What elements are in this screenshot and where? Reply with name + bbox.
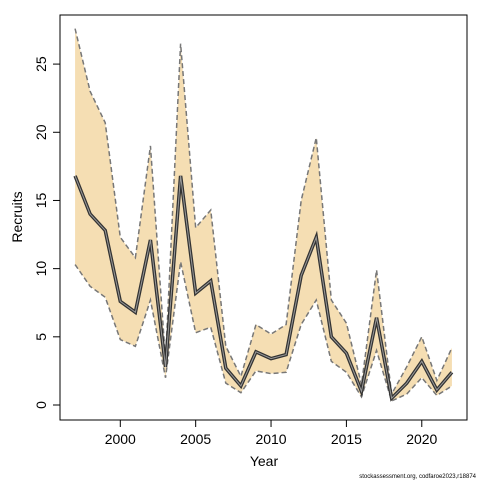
y-axis-label: Recruits — [9, 191, 25, 242]
y-tick-label: 10 — [33, 261, 49, 277]
y-tick-label: 0 — [33, 401, 49, 409]
lower-bound-line — [74, 261, 453, 402]
footnote: stockassessment.org, codfaroe2023,r18874 — [359, 474, 476, 480]
y-tick-label: 25 — [33, 56, 49, 72]
x-tick-label: 2010 — [255, 431, 286, 447]
x-tick-label: 2000 — [105, 431, 136, 447]
plot-frame — [59, 14, 468, 421]
y-tick-label: 20 — [33, 124, 49, 140]
confidence-band — [75, 28, 452, 401]
y-tick-label: 5 — [33, 333, 49, 341]
estimate-line-inner — [74, 175, 453, 400]
y-tick-label: 15 — [33, 192, 49, 208]
x-tick-label: 2020 — [406, 431, 437, 447]
upper-bound-line — [74, 28, 453, 397]
x-tick-label: 2005 — [180, 431, 211, 447]
x-axis-label: Year — [250, 453, 279, 469]
x-tick-label: 2015 — [331, 431, 362, 447]
